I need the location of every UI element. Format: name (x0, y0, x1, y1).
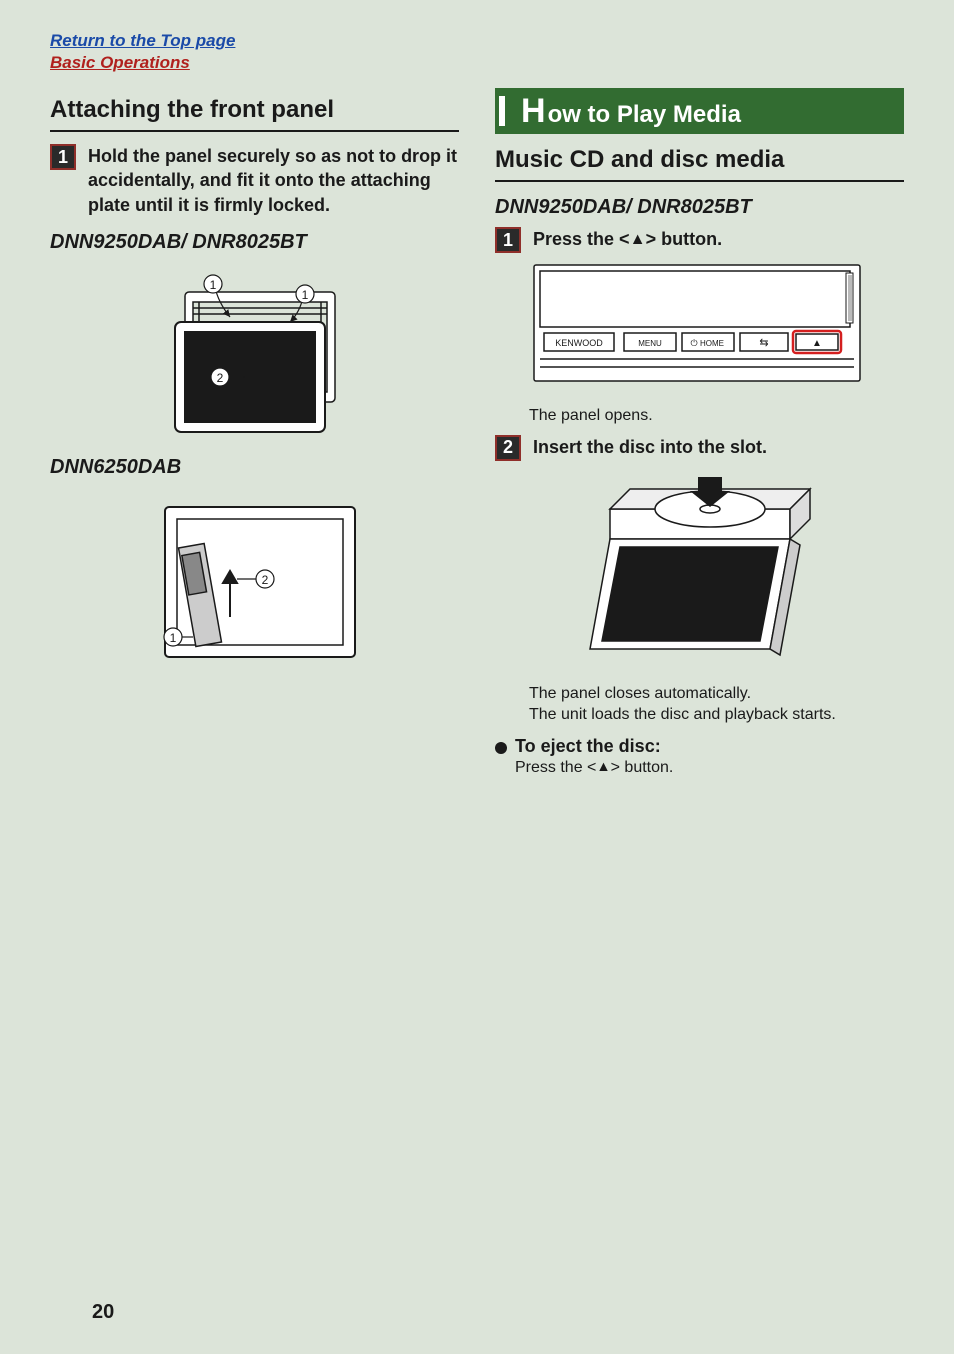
panel-attach-diagram-2: 1 2 (135, 487, 375, 687)
insert-disc-diagram (570, 469, 830, 669)
diagram-attach-2: 1 2 (50, 487, 459, 687)
panel-closes-note: The panel closes automatically. The unit… (529, 683, 904, 726)
svg-text:⇆: ⇆ (759, 337, 768, 349)
play-step-1-text: Press the <▲> button. (533, 227, 722, 251)
basic-ops-link[interactable]: Basic Operations (50, 52, 904, 74)
model-label-right: DNN9250DAB/ DNR8025BT (495, 196, 904, 219)
panel-opens-note: The panel opens. (529, 405, 904, 427)
attach-panel-heading: Attaching the front panel (50, 96, 459, 132)
eject-icon: ▲ (630, 230, 646, 248)
step-number-icon: 1 (50, 144, 76, 170)
eject-title: To eject the disc: (515, 736, 661, 757)
diagram-attach-1: 1 1 2 (50, 262, 459, 442)
top-links: Return to the Top page Basic Operations (50, 30, 904, 74)
eject-icon: ▲ (596, 759, 610, 775)
panel-buttons-diagram: KENWOOD MENU HOME ⏻ ⇆ ▲ (530, 261, 870, 391)
diagram-insert-disc (495, 469, 904, 669)
svg-text:2: 2 (261, 573, 268, 587)
right-column: How to Play Media Music CD and disc medi… (495, 88, 904, 777)
step-number-icon: 2 (495, 435, 521, 461)
model-label-2: DNN6250DAB (50, 456, 459, 479)
eject-disc-item: To eject the disc: (495, 736, 904, 757)
banner-big-letter: H (521, 94, 546, 128)
attach-step-1: 1 Hold the panel securely so as not to d… (50, 144, 459, 217)
play-step-1: 1 Press the <▲> button. (495, 227, 904, 253)
page-number: 20 (92, 1301, 114, 1324)
svg-text:1: 1 (169, 631, 176, 645)
panel-attach-diagram-1: 1 1 2 (145, 262, 365, 442)
banner-rest: ow to Play Media (548, 103, 741, 127)
play-step-2: 2 Insert the disc into the slot. (495, 435, 904, 461)
svg-text:2: 2 (216, 371, 223, 385)
diagram-panel-buttons: KENWOOD MENU HOME ⏻ ⇆ ▲ (495, 261, 904, 391)
left-column: Attaching the front panel 1 Hold the pan… (50, 88, 459, 777)
svg-text:1: 1 (209, 278, 216, 292)
how-to-play-banner: How to Play Media (495, 88, 904, 134)
svg-text:MENU: MENU (638, 339, 662, 348)
attach-step-1-text: Hold the panel securely so as not to dro… (88, 144, 459, 217)
model-label-1: DNN9250DAB/ DNR8025BT (50, 231, 459, 254)
svg-text:⏻: ⏻ (690, 338, 697, 348)
return-top-link[interactable]: Return to the Top page (50, 30, 904, 52)
music-cd-heading: Music CD and disc media (495, 146, 904, 182)
svg-text:▲: ▲ (812, 338, 822, 349)
play-step-2-text: Insert the disc into the slot. (533, 435, 767, 459)
svg-text:HOME: HOME (700, 339, 724, 348)
svg-text:KENWOOD: KENWOOD (555, 338, 603, 348)
bullet-icon (495, 742, 507, 754)
step-number-icon: 1 (495, 227, 521, 253)
content-columns: Attaching the front panel 1 Hold the pan… (50, 88, 904, 777)
svg-text:1: 1 (301, 288, 308, 302)
eject-sub: Press the <▲> button. (515, 759, 904, 777)
